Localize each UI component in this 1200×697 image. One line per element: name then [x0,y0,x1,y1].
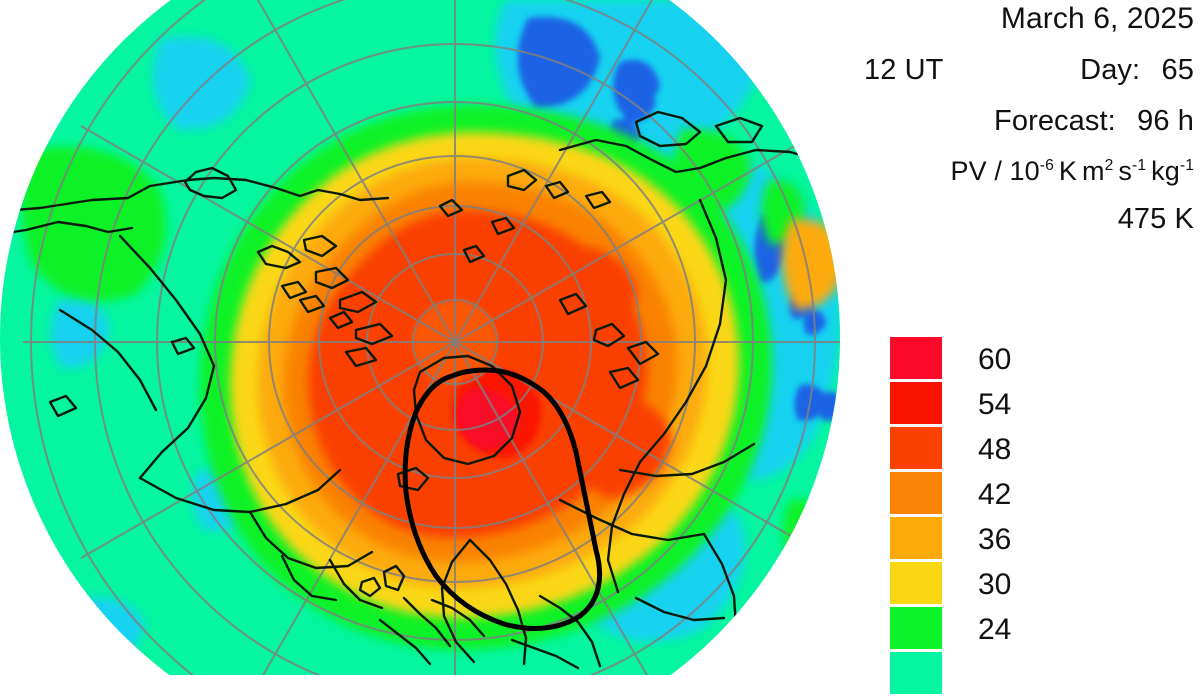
day-label: Day: [1080,54,1141,86]
day-of-year-group: Day: 65 [1080,56,1194,85]
units-kelvin: K [1058,156,1078,186]
vortex-edge-contour [402,367,603,631]
valid-time: 12 UT [864,54,944,86]
colorbar-band-48-54 [890,427,942,469]
forecast-label: Forecast: [994,105,1116,137]
colorbar-tick-60: 60 [978,343,1012,376]
time-and-day-row: 12 UT Day: 65 [864,56,1194,85]
units-metre: m [1082,156,1105,186]
colorbar-band-above-60 [890,337,942,379]
units-prefix: PV / 10 [950,156,1040,186]
units-exponent: -6 [1039,157,1054,174]
units-second: s [1118,156,1133,186]
forecast-row: Forecast: 96 h [864,107,1194,136]
colorbar-band-42-48 [890,472,942,514]
meridians [23,0,840,675]
figure-header: March 6, 2025 12 UT Day: 65 Forecast: 96… [864,4,1194,234]
colorbar-band-54-60 [890,382,942,424]
pv-colorbar-labels: 60 54 48 42 36 30 24 [978,337,1048,652]
globe-contents [0,0,840,675]
colorbar-tick-48: 48 [978,433,1012,466]
day-value: 65 [1161,54,1194,86]
polar-stereographic-globe [0,0,840,675]
colorbar-tick-36: 36 [978,523,1012,556]
units-kilogram: kg [1151,156,1180,186]
colorbar-tick-54: 54 [978,388,1012,421]
colorbar-tick-24: 24 [978,613,1012,646]
colorbar-tick-30: 30 [978,568,1012,601]
units-second-exponent: -1 [1132,157,1147,174]
colorbar-band-36-42 [890,517,942,559]
isentropic-level-label: 475 K [1117,203,1194,235]
units-kilogram-exponent: -1 [1179,157,1194,174]
graticule [23,0,840,675]
colorbar-band-below-24 [890,652,942,694]
colorbar-tick-42: 42 [978,478,1012,511]
coastlines [0,110,840,670]
polar-map-panel [0,0,840,675]
units-metre-exponent: 2 [1104,157,1114,174]
valid-date: March 6, 2025 [1000,2,1194,35]
colorbar-band-24-30 [890,607,942,649]
pv-colorbar [890,337,942,697]
colorbar-band-30-36 [890,562,942,604]
forecast-value: 96 h [1137,105,1194,137]
